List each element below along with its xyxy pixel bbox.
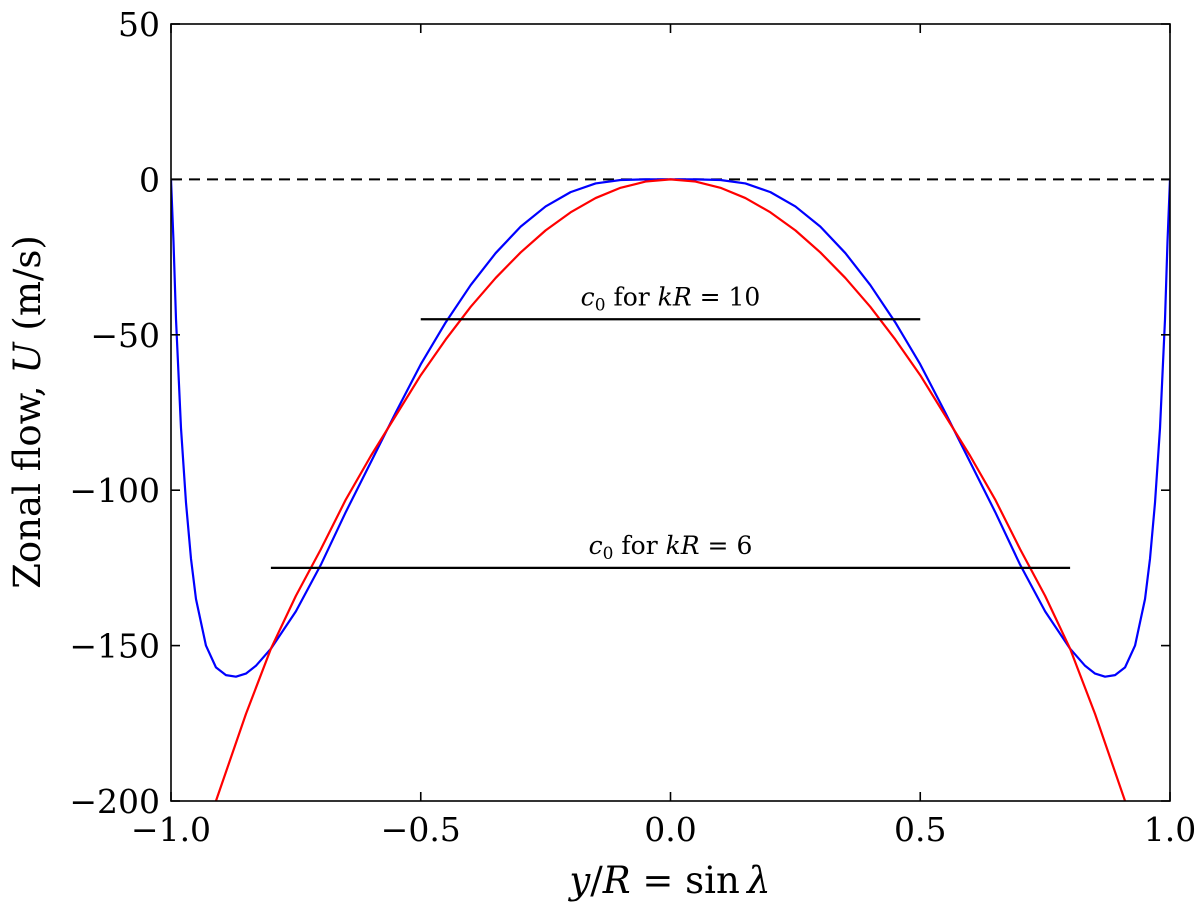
y-tick-label: 0	[139, 160, 160, 199]
y-tick-label: −100	[69, 471, 160, 510]
y-axis-label: Zonal flow, U (m/s)	[6, 235, 49, 589]
y-tick-label: −150	[69, 627, 160, 666]
series-line-2	[214, 178, 1127, 801]
phase-speed-label-1: c0 for kR = 10	[581, 282, 761, 315]
plot-area	[171, 24, 1170, 801]
annotation-layer: c0 for kR = 10 c0 for kR = 6	[270, 282, 1071, 570]
x-tick-label: −1.0	[131, 810, 211, 849]
x-tick-label: 1.0	[1144, 810, 1196, 849]
x-tick-label: 0.5	[894, 810, 946, 849]
x-axis-label: y/R = sin λ	[567, 859, 770, 902]
x-tick-label: −0.5	[381, 810, 461, 849]
tick-layer: −1.0 −0.5 0.0 0.5 1.0 50 0 −50 −100 −150 −200	[69, 5, 1196, 849]
plot-frame	[170, 23, 1171, 802]
series-layer	[171, 178, 1170, 801]
x-tick-label: 0.0	[644, 810, 696, 849]
y-tick-label: 50	[118, 5, 160, 44]
y-tick-label: −50	[90, 316, 160, 355]
phase-speed-label-2: c0 for kR = 6	[589, 531, 753, 564]
y-tick-label: −200	[69, 782, 160, 821]
